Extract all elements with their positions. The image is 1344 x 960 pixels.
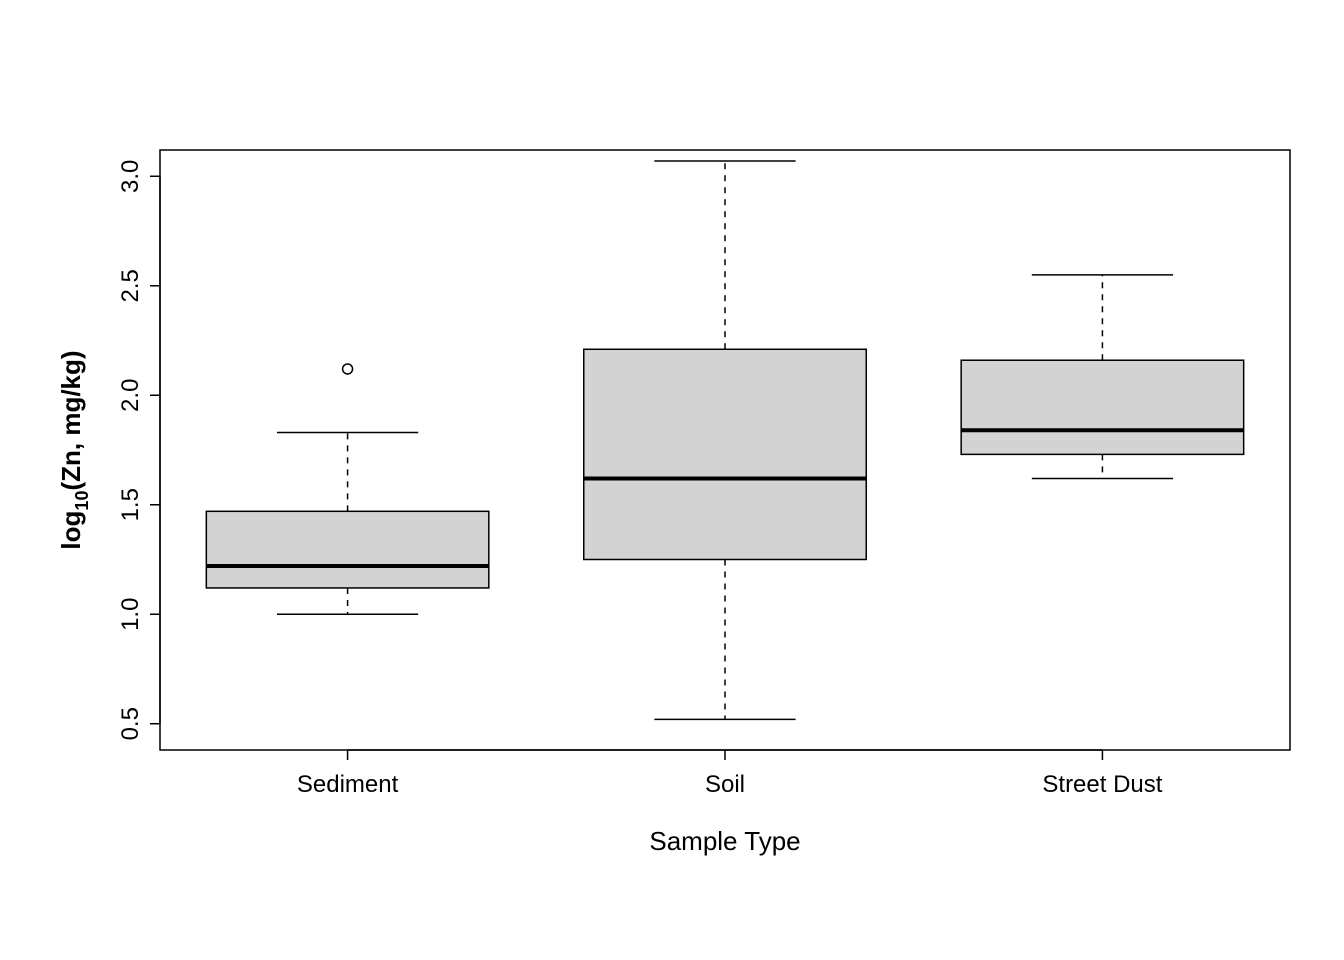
y-tick-label: 2.5 xyxy=(117,269,144,302)
y-tick-label: 0.5 xyxy=(117,707,144,740)
boxplot-group xyxy=(961,275,1244,479)
y-tick-label: 2.0 xyxy=(117,379,144,412)
box xyxy=(206,511,489,588)
svg-text:log10(Zn, mg/kg): log10(Zn, mg/kg) xyxy=(56,350,92,549)
y-tick-label: 1.5 xyxy=(117,488,144,521)
x-tick-label: Sediment xyxy=(297,771,399,798)
y-tick-label: 1.0 xyxy=(117,598,144,631)
box xyxy=(961,360,1243,454)
boxplot-group xyxy=(584,161,867,719)
box xyxy=(584,349,867,559)
y-tick-label: 3.0 xyxy=(117,160,144,193)
x-tick-label: Street Dust xyxy=(1042,771,1162,798)
boxplot-group xyxy=(206,364,489,614)
x-axis-label: Sample Type xyxy=(649,826,800,856)
boxplot-chart: 0.5 1.0 1.5 2.0 2.5 3.0 log10(Zn, mg/kg) Sedime… xyxy=(0,0,1344,960)
y-axis-label: log10(Zn, mg/kg) xyxy=(56,350,92,549)
outlier-point xyxy=(343,364,353,374)
x-tick-label: Soil xyxy=(705,771,745,798)
